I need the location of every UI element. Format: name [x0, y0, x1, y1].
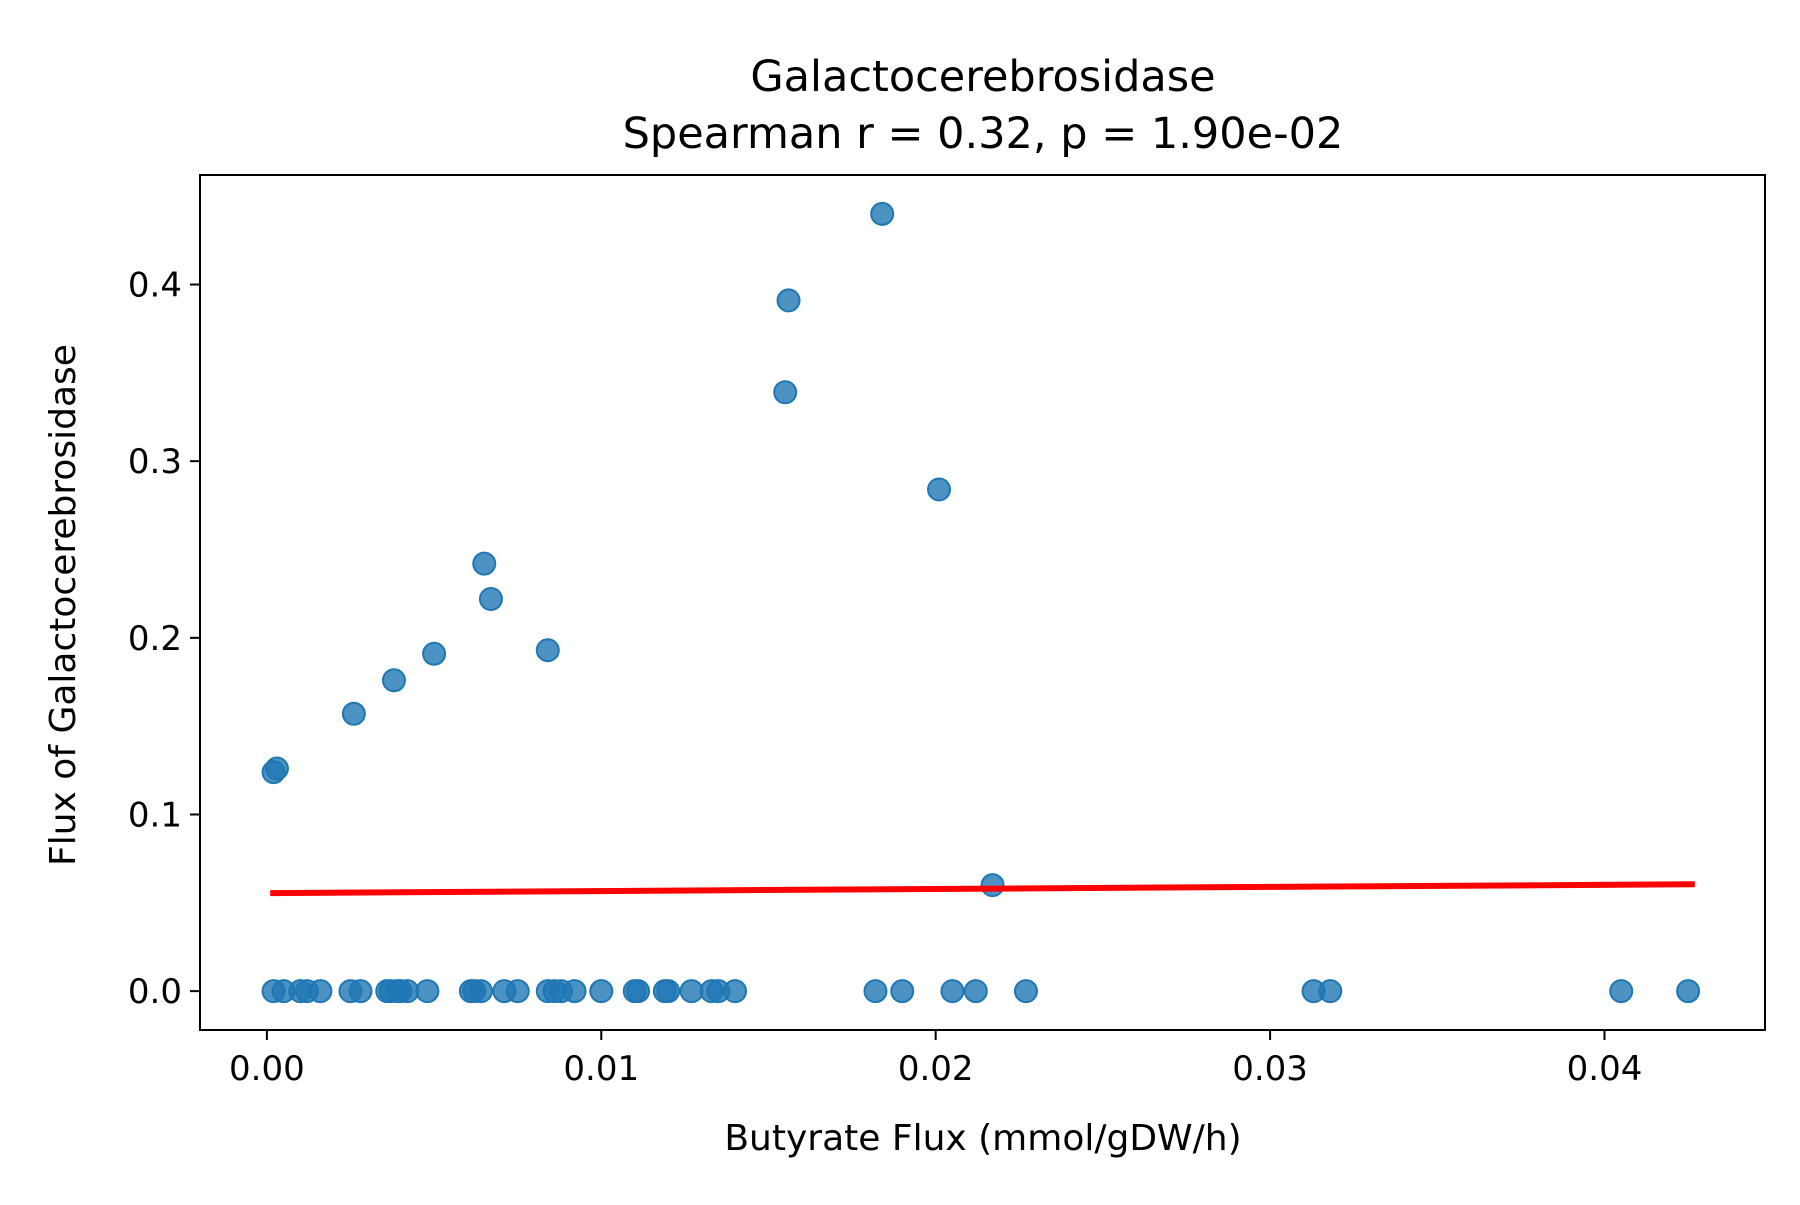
- x-tick-label: 0.04: [1567, 1049, 1643, 1089]
- data-point: [478, 586, 503, 611]
- x-tick-label: 0.01: [563, 1049, 639, 1089]
- x-tick-label: 0.00: [229, 1049, 305, 1089]
- data-point: [723, 979, 748, 1004]
- data-point: [1676, 979, 1701, 1004]
- data-point: [1013, 979, 1038, 1004]
- data-point: [264, 756, 289, 781]
- data-point: [927, 477, 952, 502]
- y-tick-label: 0.2: [128, 619, 182, 659]
- data-point: [348, 979, 373, 1004]
- x-tick-label: 0.02: [898, 1049, 974, 1089]
- y-tick-label: 0.3: [128, 442, 182, 482]
- x-axis-label: Butyrate Flux (mmol/gDW/h): [724, 1118, 1241, 1159]
- data-point: [415, 979, 440, 1004]
- chart-subtitle: Spearman r = 0.32, p = 1.90e-02: [623, 109, 1344, 159]
- regression-line: [270, 881, 1695, 897]
- data-point: [656, 979, 681, 1004]
- data-point: [1318, 979, 1343, 1004]
- data-point: [963, 979, 988, 1004]
- plot-area: 0.00 0.01 0.02 0.03 0.04 0.0 0.1 0.2 0.3 0.4: [128, 174, 1766, 1089]
- data-point: [505, 979, 530, 1004]
- data-point: [308, 979, 333, 1004]
- chart-title: Galactocerebrosidase: [750, 52, 1215, 102]
- x-tick-label: 0.03: [1232, 1049, 1308, 1089]
- data-point: [395, 979, 420, 1004]
- data-point: [679, 979, 704, 1004]
- y-tick-label: 0.0: [128, 972, 182, 1012]
- data-point: [626, 979, 651, 1004]
- data-point: [468, 979, 493, 1004]
- data-point: [890, 979, 915, 1004]
- data-point: [562, 979, 587, 1004]
- data-point: [940, 979, 965, 1004]
- plot-frame: [199, 174, 1766, 1031]
- data-point: [773, 380, 798, 405]
- data-point: [381, 668, 406, 693]
- y-tick-label: 0.1: [128, 795, 182, 835]
- data-point: [341, 701, 366, 726]
- data-point: [472, 551, 497, 576]
- data-point: [535, 638, 560, 663]
- data-point: [776, 288, 801, 313]
- y-axis-label: Flux of Galactocerebrosidase: [43, 344, 84, 866]
- data-point: [980, 873, 1005, 898]
- data-point: [870, 201, 895, 226]
- data-point: [589, 979, 614, 1004]
- data-point: [1609, 979, 1634, 1004]
- data-point: [422, 641, 447, 666]
- y-tick-label: 0.4: [128, 266, 182, 306]
- data-point: [863, 979, 888, 1004]
